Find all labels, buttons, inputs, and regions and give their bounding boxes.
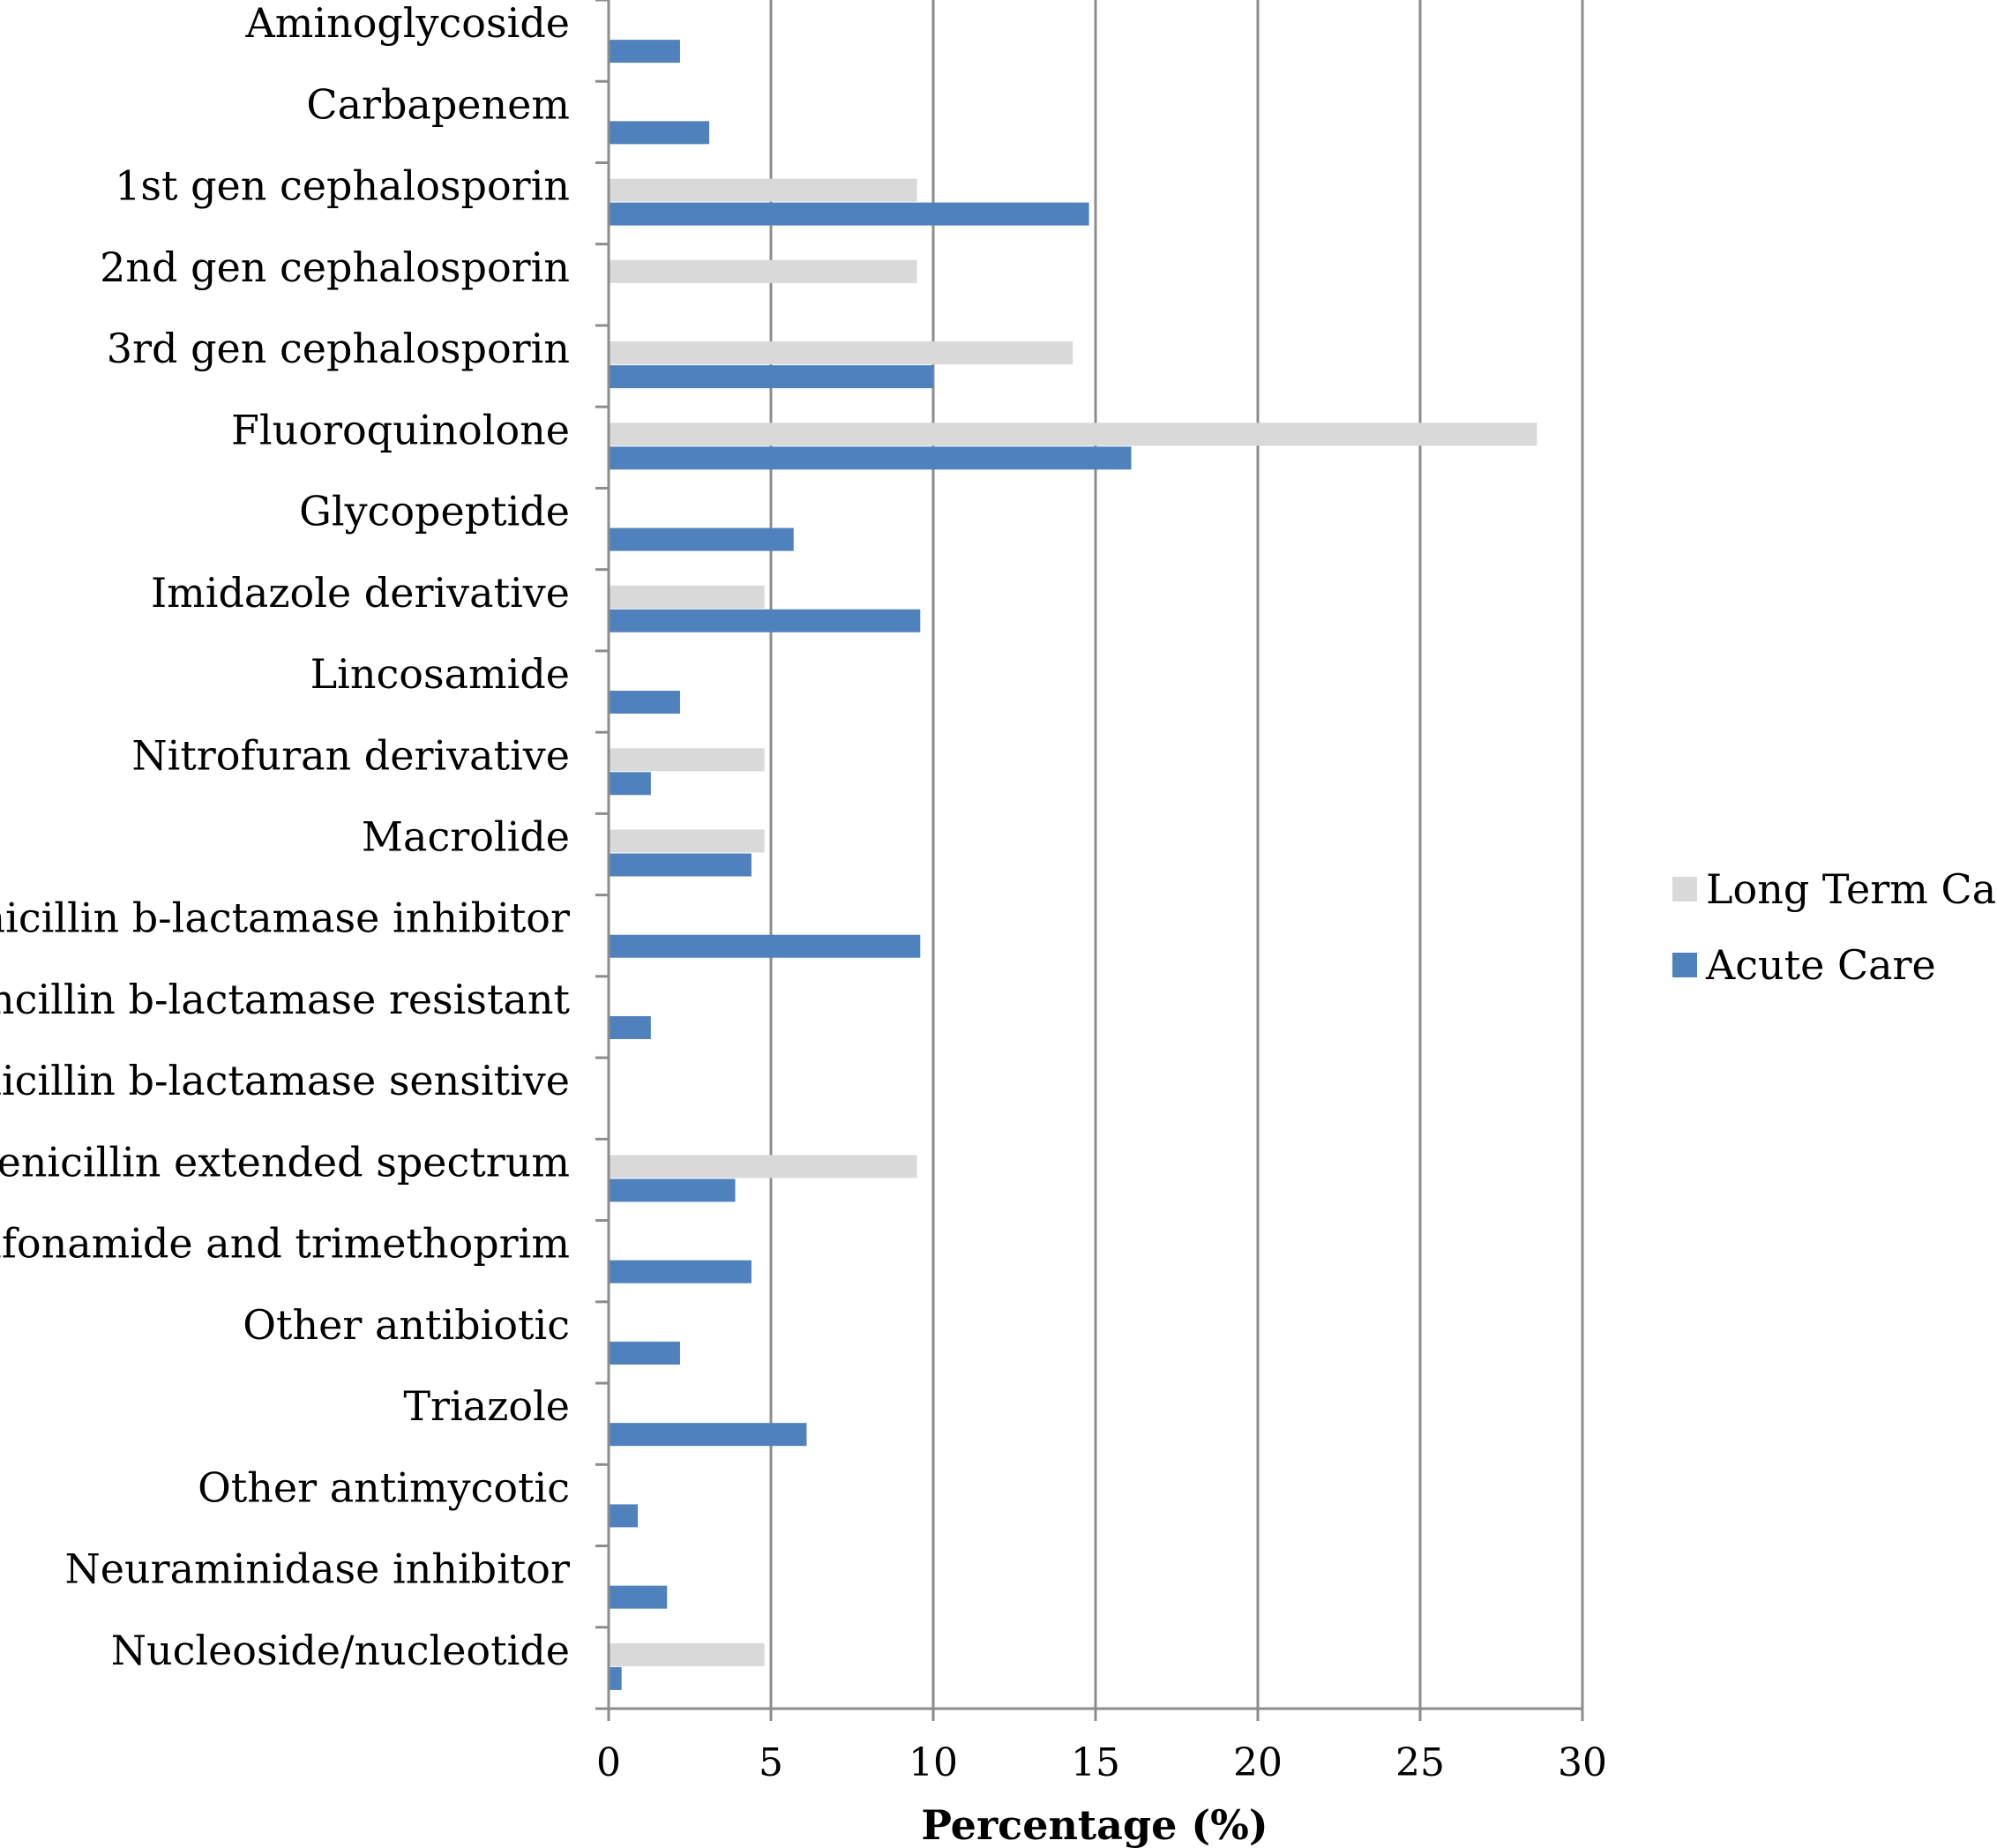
category-label-nucleoside-nucleotide: Nucleoside/nucleotide [111,1627,570,1674]
bar-long-term-care-imidazole-derivative [609,585,765,609]
category-label-other-antibiotic: Other antibiotic [243,1301,570,1349]
legend-swatch-acute-care [1672,953,1697,977]
bar-acute-care-other-antimycotic [609,1504,639,1528]
category-label-1st-gen-cephalosporin: 1st gen cephalosporin [115,162,570,210]
x-tick-label-25: 25 [1395,1740,1445,1785]
x-tick-label-5: 5 [759,1740,783,1785]
category-label-2nd-gen-cephalosporin: 2nd gen cephalosporin [100,243,570,291]
legend-label-acute-care: Acute Care [1705,941,1936,989]
gridlines [769,0,1584,1709]
bar-acute-care-lincosamide [609,691,680,715]
bar-long-term-care-fluoroquinolone [609,423,1537,446]
bar-acute-care-macrolide [609,853,752,877]
bar-long-term-care-macrolide [609,829,765,853]
bar-long-term-care-nucleoside-nucleotide [609,1642,765,1666]
bar-acute-care-1st-gen-cephalosporin [609,202,1089,226]
x-axis-title: Percentage (%) [921,1801,1268,1848]
category-label-imidazole-derivative: Imidazole derivative [151,569,570,617]
bars [609,40,1537,1690]
x-tick-labels: 0 5 10 15 20 25 30 [596,1740,1607,1785]
bar-acute-care-carbapenem [609,121,710,145]
category-label-3rd-gen-cephalosporin: 3rd gen cephalosporin [107,325,570,372]
bar-acute-care-nitrofuran-derivative [609,772,651,796]
bar-acute-care-pencillin-b-lactamase-resistant [609,1015,651,1039]
bar-acute-care-other-antibiotic [609,1341,680,1365]
category-label-macrolide: Macrolide [362,813,570,861]
x-tick-label-0: 0 [596,1740,621,1785]
bar-long-term-care-penicillin-extended-spectrum [609,1155,917,1178]
bar-acute-care-nucleoside-nucleotide [609,1666,622,1690]
x-tick-label-20: 20 [1233,1740,1283,1785]
legend-swatch-long-term-care [1672,877,1697,902]
bar-acute-care-3rd-gen-cephalosporin [609,365,933,389]
category-label-glycopeptide: Glycopeptide [299,488,570,535]
bar-acute-care-penicillin-b-lactamase-inhibitor [609,934,921,958]
category-label-sulfonamide-and-trimethoprim: Sulfonamide and trimethoprim [0,1220,570,1268]
bar-acute-care-imidazole-derivative [609,609,921,632]
bar-acute-care-glycopeptide [609,527,794,551]
category-label-carbapenem: Carbapenem [306,80,570,128]
bar-acute-care-aminoglycoside [609,40,680,64]
bar-acute-care-fluoroquinolone [609,446,1132,470]
category-labels: Aminoglycoside Carbapenem 1st gen cephalos… [0,0,571,1674]
bar-long-term-care-2nd-gen-cephalosporin [609,259,917,283]
category-label-neuraminidase-inhibitor: Neuraminidase inhibitor [64,1545,570,1593]
bar-long-term-care-nitrofuran-derivative [609,748,765,772]
bar-acute-care-sulfonamide-and-trimethoprim [609,1260,752,1283]
bar-long-term-care-3rd-gen-cephalosporin [609,341,1073,365]
category-label-nitrofuran-derivative: Nitrofuran derivative [131,731,570,779]
legend: Long Term Care Acute Care [1672,865,1997,989]
legend-label-long-term-care: Long Term Care [1706,865,1997,913]
category-label-penicillin-extended-spectrum: Penicillin extended spectrum [0,1138,570,1186]
x-tick-label-10: 10 [909,1740,958,1785]
bar-acute-care-triazole [609,1423,807,1447]
category-label-aminoglycoside: Aminoglycoside [245,0,570,47]
x-tick-label-30: 30 [1558,1740,1607,1785]
bar-long-term-care-1st-gen-cephalosporin [609,178,917,202]
bar-acute-care-neuraminidase-inhibitor [609,1585,668,1609]
category-label-fluoroquinolone: Fluoroquinolone [231,406,570,453]
bar-acute-care-penicillin-extended-spectrum [609,1178,736,1202]
category-label-lincosamide: Lincosamide [310,650,570,698]
x-tick-label-15: 15 [1071,1740,1120,1785]
axes [595,0,1584,1721]
category-label-pencillin-b-lactamase-resistant: Pencillin b-lactamase resistant [0,976,571,1023]
category-label-penicillin-b-lactamase-sensitive: Penicillin b-lactamase sensitive [0,1057,570,1104]
category-label-other-antimycotic: Other antimycotic [198,1463,570,1511]
category-label-triazole: Triazole [403,1382,570,1430]
category-label-penicillin-b-lactamase-inhibitor: Penicillin b-lactamase inhibitor [0,894,570,942]
